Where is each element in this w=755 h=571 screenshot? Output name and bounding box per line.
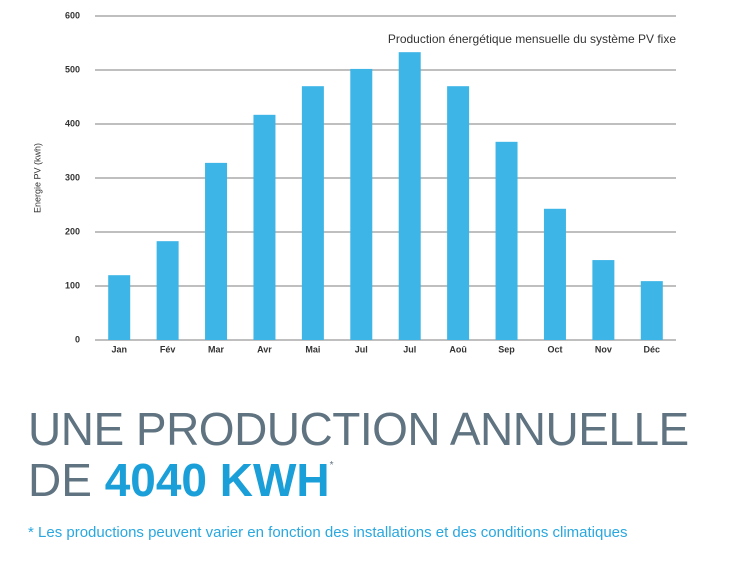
y-tick-label: 300 [65,172,80,182]
bar [495,141,518,340]
y-tick-label: 100 [65,280,80,290]
x-tick-label: Nov [595,344,612,354]
bar [350,68,373,341]
bar [301,86,324,340]
x-tick-label: Avr [257,344,272,354]
x-tick-label: Fév [160,344,176,354]
x-tick-label: Déc [644,344,661,354]
bar [156,241,179,340]
x-tick-label: Oct [547,344,562,354]
y-tick-label: 600 [65,10,80,20]
y-tick-label: 0 [75,334,80,344]
bar [108,275,131,340]
bar [447,86,470,340]
headline-line1: UNE PRODUCTION ANNUELLE [28,403,689,455]
headline-prefix: DE [28,454,92,506]
bar [205,162,228,340]
bar [592,260,615,340]
headline-marker: * [330,460,334,471]
bar [398,52,421,341]
x-tick-label: Jan [111,344,127,354]
y-tick-label: 500 [65,64,80,74]
bar [253,114,276,340]
x-tick-label: Jul [403,344,416,354]
y-tick-label: 200 [65,226,80,236]
x-tick-label: Sep [498,344,515,354]
y-tick-label: 400 [65,118,80,128]
y-axis-label: Energie PV (kwh) [32,143,42,213]
headline-line2: DE 4040 KWH* [28,454,334,506]
x-tick-label: Mar [208,344,225,354]
x-tick-label: Jul [355,344,368,354]
bar [640,281,663,340]
footnote: * Les productions peuvent varier en fonc… [28,524,628,541]
x-tick-label: Aoû [449,344,467,354]
x-tick-label: Mai [305,344,320,354]
chart-title: Production énergétique mensuelle du syst… [388,32,676,46]
headline-highlight: 4040 KWH [105,454,330,506]
bar [543,208,566,340]
